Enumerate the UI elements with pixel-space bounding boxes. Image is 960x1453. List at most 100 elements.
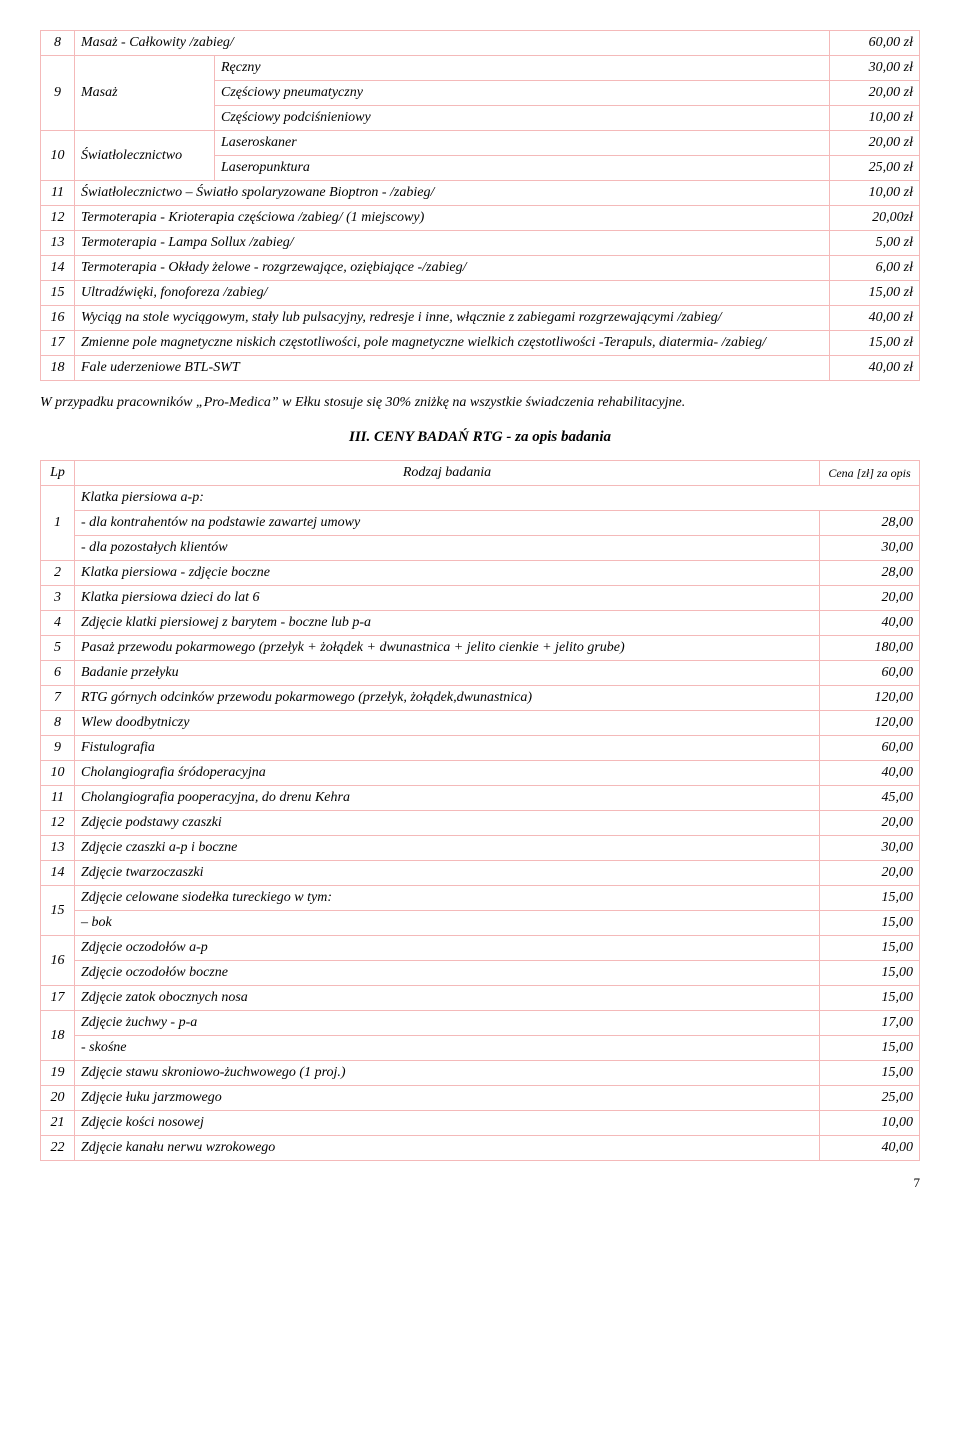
row-desc: Wyciąg na stole wyciągowym, stały lub pu… <box>75 306 830 331</box>
row-price: 20,00 <box>820 861 920 886</box>
row-price: 60,00 zł <box>830 31 920 56</box>
row-price: 20,00 zł <box>830 81 920 106</box>
row-price: 17,00 <box>820 1011 920 1036</box>
row-price: 30,00 <box>820 836 920 861</box>
row-number: 4 <box>41 611 75 636</box>
row-number: 10 <box>41 761 75 786</box>
row-number: 17 <box>41 331 75 356</box>
row-price: 15,00 <box>820 1061 920 1086</box>
row-desc: Pasaż przewodu pokarmowego (przełyk + żo… <box>75 636 820 661</box>
row-desc: Zdjęcie łuku jarzmowego <box>75 1086 820 1111</box>
row-desc: Zdjęcie klatki piersiowej z barytem - bo… <box>75 611 820 636</box>
row-price: 25,00 <box>820 1086 920 1111</box>
row-desc: Światłolecznictwo – Światło spolaryzowan… <box>75 181 830 206</box>
row-price: 40,00 <box>820 611 920 636</box>
row-price: 10,00 <box>820 1111 920 1136</box>
row-price: 15,00 <box>820 886 920 911</box>
price-table-1: 8Masaż - Całkowity /zabieg/60,00 zł 9Masa… <box>40 30 920 381</box>
row-price: 15,00 <box>820 1036 920 1061</box>
row-price: 30,00 zł <box>830 56 920 81</box>
row-desc: Zdjęcie podstawy czaszki <box>75 811 820 836</box>
row-price: 15,00 <box>820 986 920 1011</box>
row-number: 19 <box>41 1061 75 1086</box>
row-price: 15,00 <box>820 911 920 936</box>
row-number: 10 <box>41 131 75 181</box>
row-price: 25,00 zł <box>830 156 920 181</box>
row-desc: Cholangiografia pooperacyjna, do drenu K… <box>75 786 820 811</box>
col-rodzaj: Rodzaj badania <box>75 461 820 486</box>
row-number: 18 <box>41 1011 75 1061</box>
row-desc: Badanie przełyku <box>75 661 820 686</box>
row-desc: Zdjęcie czaszki a-p i boczne <box>75 836 820 861</box>
row-desc: Fistulografia <box>75 736 820 761</box>
row-number: 14 <box>41 861 75 886</box>
row-sublabel: Ręczny <box>215 56 830 81</box>
row-sublabel: Zdjęcie oczodołów a-p <box>75 936 820 961</box>
row-sublabel: Laseroskaner <box>215 131 830 156</box>
row-desc: Masaż <box>75 56 215 131</box>
row-number: 11 <box>41 181 75 206</box>
row-number: 22 <box>41 1136 75 1161</box>
row-number: 2 <box>41 561 75 586</box>
row-sublabel: – bok <box>75 911 820 936</box>
row-desc: Ultradźwięki, fonoforeza /zabieg/ <box>75 281 830 306</box>
row-desc: Fale uderzeniowe BTL-SWT <box>75 356 830 381</box>
row-desc: Cholangiografia śródoperacyjna <box>75 761 820 786</box>
row-sublabel: Zdjęcie oczodołów boczne <box>75 961 820 986</box>
row-price: 15,00 zł <box>830 281 920 306</box>
row-desc: Zdjęcie zatok obocznych nosa <box>75 986 820 1011</box>
row-number: 16 <box>41 936 75 986</box>
row-number: 12 <box>41 811 75 836</box>
row-number: 13 <box>41 231 75 256</box>
row-number: 3 <box>41 586 75 611</box>
row-number: 1 <box>41 486 75 561</box>
page-number: 7 <box>40 1175 920 1191</box>
col-lp: Lp <box>41 461 75 486</box>
row-desc: Zdjęcie kości nosowej <box>75 1111 820 1136</box>
row-number: 5 <box>41 636 75 661</box>
row-number: 17 <box>41 986 75 1011</box>
row-price: 20,00 <box>820 811 920 836</box>
row-price: 40,00 <box>820 761 920 786</box>
row-sublabel: Częściowy podciśnieniowy <box>215 106 830 131</box>
row-number: 15 <box>41 281 75 306</box>
row-desc: Termoterapia - Okłady żelowe - rozgrzewa… <box>75 256 830 281</box>
row-sublabel: Zdjęcie celowane siodełka tureckiego w t… <box>75 886 820 911</box>
row-price: 45,00 <box>820 786 920 811</box>
row-number: 9 <box>41 56 75 131</box>
row-number: 20 <box>41 1086 75 1111</box>
row-price: 15,00 <box>820 961 920 986</box>
row-price: 28,00 <box>820 511 920 536</box>
row-desc: Zdjęcie stawu skroniowo-żuchwowego (1 pr… <box>75 1061 820 1086</box>
row-price: 40,00 <box>820 1136 920 1161</box>
row-price: 30,00 <box>820 536 920 561</box>
row-sublabel: Klatka piersiowa a-p: <box>75 486 920 511</box>
row-price: 6,00 zł <box>830 256 920 281</box>
row-price: 120,00 <box>820 711 920 736</box>
row-number: 8 <box>41 31 75 56</box>
row-sublabel: - dla kontrahentów na podstawie zawartej… <box>75 511 820 536</box>
row-desc: Zmienne pole magnetyczne niskich częstot… <box>75 331 830 356</box>
row-number: 13 <box>41 836 75 861</box>
row-desc: Masaż - Całkowity /zabieg/ <box>75 31 830 56</box>
row-price: 120,00 <box>820 686 920 711</box>
row-number: 8 <box>41 711 75 736</box>
row-desc: Zdjęcie kanału nerwu wzrokowego <box>75 1136 820 1161</box>
row-desc: Termoterapia - Krioterapia częściowa /za… <box>75 206 830 231</box>
discount-note: W przypadku pracowników „Pro-Medica” w E… <box>40 395 920 411</box>
row-price: 10,00 zł <box>830 106 920 131</box>
row-number: 6 <box>41 661 75 686</box>
row-sublabel: - skośne <box>75 1036 820 1061</box>
row-number: 9 <box>41 736 75 761</box>
row-price: 28,00 <box>820 561 920 586</box>
col-cena: Cena [zł] za opis <box>820 461 920 486</box>
row-sublabel: Zdjęcie żuchwy - p-a <box>75 1011 820 1036</box>
row-desc: Wlew doodbytniczy <box>75 711 820 736</box>
row-price: 10,00 zł <box>830 181 920 206</box>
row-price: 5,00 zł <box>830 231 920 256</box>
row-number: 7 <box>41 686 75 711</box>
row-desc: RTG górnych odcinków przewodu pokarmoweg… <box>75 686 820 711</box>
row-price: 60,00 <box>820 661 920 686</box>
row-price: 15,00 <box>820 936 920 961</box>
row-price: 20,00 zł <box>830 131 920 156</box>
